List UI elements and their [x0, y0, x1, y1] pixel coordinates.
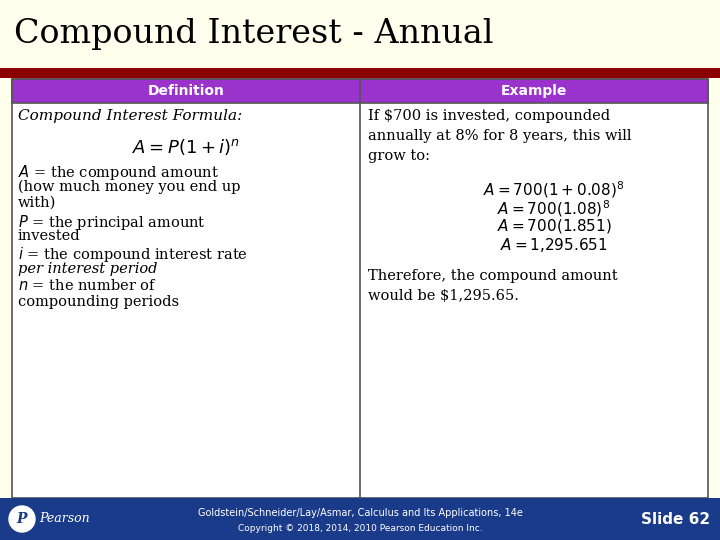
Text: Compound Interest - Annual: Compound Interest - Annual	[14, 18, 493, 50]
Text: invested: invested	[18, 229, 81, 243]
Text: $\mathit{n}$ = the number of: $\mathit{n}$ = the number of	[18, 279, 157, 294]
Text: $\mathit{P}$ = the principal amount: $\mathit{P}$ = the principal amount	[18, 213, 206, 232]
Text: Definition: Definition	[148, 84, 225, 98]
Text: Slide 62: Slide 62	[641, 511, 710, 526]
Text: $\mathit{A}$ = the compound amount: $\mathit{A}$ = the compound amount	[18, 163, 219, 182]
Text: Pearson: Pearson	[39, 512, 89, 525]
Bar	[12, 79, 708, 103]
Bar	[0, 498, 720, 540]
Text: Compound Interest Formula:: Compound Interest Formula:	[18, 109, 242, 123]
Circle shape	[9, 506, 35, 532]
Text: Copyright © 2018, 2014, 2010 Pearson Education Inc.: Copyright © 2018, 2014, 2010 Pearson Edu…	[238, 524, 482, 533]
Text: Therefore, the compound amount
would be $1,295.65.: Therefore, the compound amount would be …	[368, 269, 618, 303]
Text: (how much money you end up: (how much money you end up	[18, 179, 240, 194]
Text: per interest period: per interest period	[18, 262, 158, 276]
Text: Goldstein/Schneider/Lay/Asmar, Calculus and Its Applications, 14e: Goldstein/Schneider/Lay/Asmar, Calculus …	[197, 508, 523, 518]
Text: P: P	[17, 512, 27, 526]
Bar	[12, 79, 708, 498]
Text: compounding periods: compounding periods	[18, 295, 179, 309]
Text: If $700 is invested, compounded
annually at 8% for 8 years, this will
grow to:: If $700 is invested, compounded annually…	[368, 109, 631, 163]
Bar	[0, 0, 720, 68]
Text: $\mathit{A} = 700(1+0.08)^8$: $\mathit{A} = 700(1+0.08)^8$	[483, 179, 625, 200]
Text: $\mathit{A} = \mathit{P}(1+\mathit{i})^\mathit{n}$: $\mathit{A} = \mathit{P}(1+\mathit{i})^\…	[132, 137, 240, 157]
Text: $\mathit{i}$ = the compound interest rate: $\mathit{i}$ = the compound interest rat…	[18, 246, 248, 265]
Text: $\mathit{A} = 700(1.08)^8$: $\mathit{A} = 700(1.08)^8$	[498, 198, 611, 219]
Text: with): with)	[18, 196, 56, 210]
Text: Example: Example	[501, 84, 567, 98]
Bar	[0, 68, 720, 78]
Text: $\mathit{A} = 700(1.851)$: $\mathit{A} = 700(1.851)$	[497, 217, 611, 235]
Text: $\mathit{A} = 1{,}295.651$: $\mathit{A} = 1{,}295.651$	[500, 236, 608, 254]
